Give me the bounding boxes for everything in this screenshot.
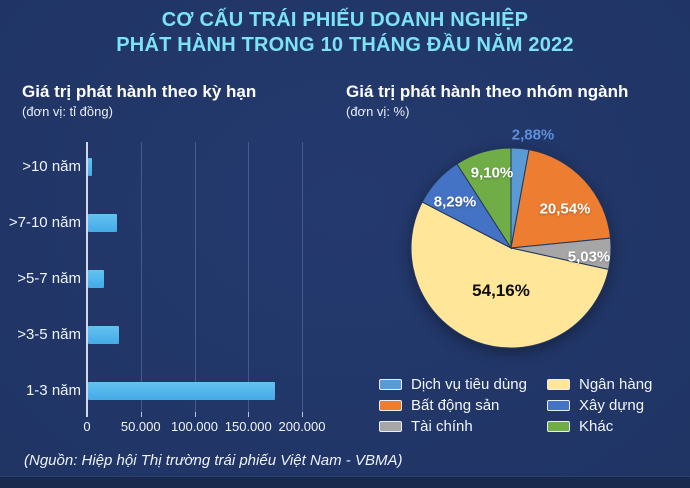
legend-item: Ngân hàng — [547, 376, 652, 393]
x-axis-tick — [194, 412, 196, 417]
pie-slice-3 — [410, 201, 610, 349]
category-label: >7-10 năm — [8, 214, 81, 231]
pie-chart-header: Giá trị phát hành theo nhóm ngành (đơn v… — [346, 82, 628, 120]
category-label: 1-3 năm — [25, 382, 81, 399]
pie-slice-1 — [510, 149, 612, 249]
bar-1 — [88, 214, 117, 232]
legend-swatch — [379, 421, 402, 432]
legend-swatch — [547, 400, 570, 411]
x-axis-tick-label: 50.000 — [120, 419, 161, 434]
main-title-line1: CƠ CẤU TRÁI PHIẾU DOANH NGHIỆP — [161, 9, 529, 31]
main-title: CƠ CẤU TRÁI PHIẾU DOANH NGHIỆP PHÁT HÀNH… — [0, 8, 690, 58]
x-axis-tick — [302, 412, 303, 417]
x-axis-tick-label: 0 — [83, 419, 91, 434]
pie-slice-5 — [456, 147, 512, 250]
bar-chart-title: Giá trị phát hành theo kỳ hạn — [22, 82, 257, 101]
pie-svg — [410, 147, 612, 349]
bar-3 — [88, 326, 120, 344]
legend-swatch — [547, 421, 570, 432]
legend-label: Dịch vụ tiêu dùng — [411, 376, 527, 393]
x-axis-tick-label: 200.000 — [278, 419, 326, 434]
legend-column-1: Dịch vụ tiêu dùng Bất động sản Tài chính — [379, 376, 547, 435]
pie-chart-unit: (đơn vị: %) — [346, 104, 410, 119]
source-note: (Nguồn: Hiệp hội Thị trường trái phiếu V… — [24, 452, 403, 469]
legend-item: Tài chính — [379, 418, 547, 435]
category-label: >10 năm — [22, 158, 81, 175]
legend-label: Ngân hàng — [579, 376, 653, 393]
legend-item: Bất động sản — [379, 397, 547, 414]
gridline — [194, 142, 196, 412]
y-axis-line — [86, 142, 88, 417]
pie-chart — [404, 141, 618, 355]
legend-label: Xây dựng — [579, 397, 645, 414]
pie-legend: Dịch vụ tiêu dùng Bất động sản Tài chính Ng… — [379, 376, 652, 435]
legend-swatch — [547, 379, 570, 390]
bar-4 — [88, 382, 276, 400]
gridline — [302, 142, 303, 412]
legend-swatch — [379, 379, 402, 390]
x-axis-tick — [140, 412, 142, 417]
legend-item: Xây dựng — [547, 397, 652, 414]
legend-swatch — [379, 400, 402, 411]
legend-item: Khác — [547, 418, 652, 435]
category-label: >5-7 năm — [17, 270, 81, 287]
legend-label: Tài chính — [411, 418, 473, 435]
x-axis-tick-label: 150.000 — [224, 419, 272, 434]
bar-2 — [88, 270, 105, 288]
bar-0 — [88, 158, 93, 176]
category-label: >3-5 năm — [17, 326, 81, 343]
gridline — [140, 142, 142, 412]
bottom-band — [0, 476, 690, 488]
legend-label: Khác — [579, 418, 614, 435]
main-title-line2: PHÁT HÀNH TRONG 10 THÁNG ĐẦU NĂM 2022 — [116, 34, 574, 56]
legend-column-2: Ngân hàng Xây dựng Khác — [547, 376, 652, 435]
x-axis-tick-label: 100.000 — [171, 419, 218, 434]
bar-chart-unit: (đơn vị: tỉ đồng) — [22, 104, 113, 119]
bar-chart-header: Giá trị phát hành theo kỳ hạn (đơn vị: t… — [22, 82, 256, 120]
pie-chart-title: Giá trị phát hành theo nhóm ngành — [346, 82, 629, 101]
legend-item: Dịch vụ tiêu dùng — [379, 376, 547, 393]
x-axis-tick — [248, 412, 250, 417]
legend-label: Bất động sản — [411, 397, 500, 414]
gridline — [248, 142, 250, 412]
